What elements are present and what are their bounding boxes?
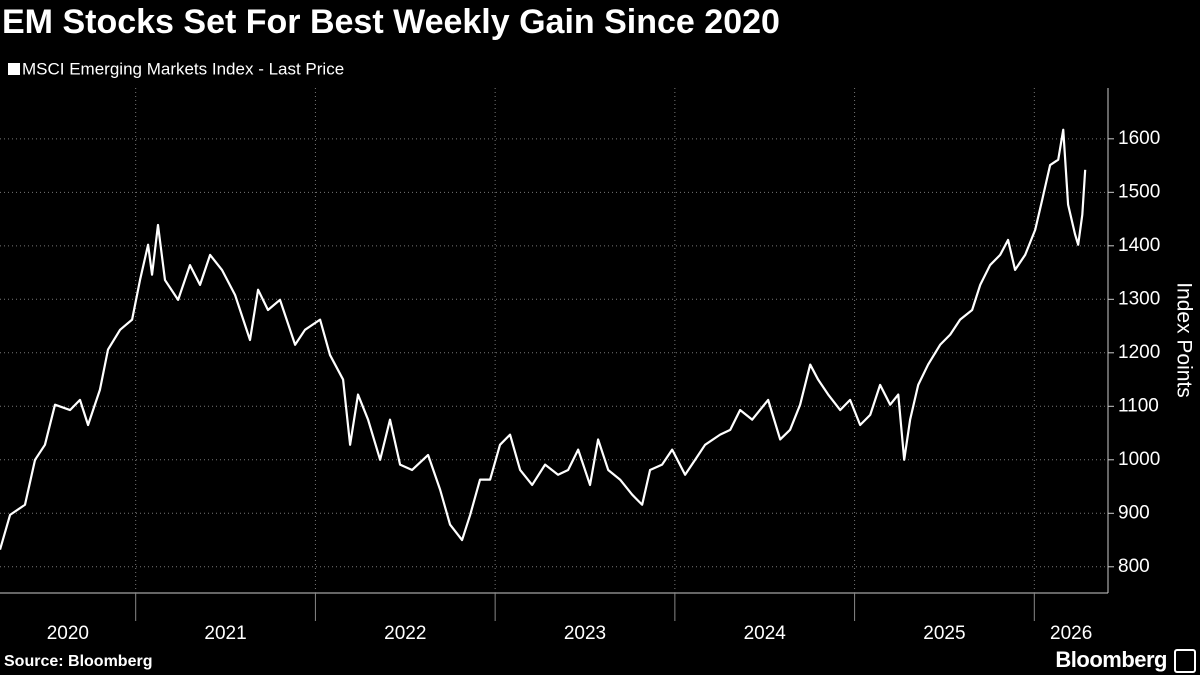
y-tick-label: 900 xyxy=(1118,502,1150,523)
legend-swatch xyxy=(8,63,20,75)
y-tick-label: 800 xyxy=(1118,556,1150,577)
x-tick-label: 2023 xyxy=(564,623,606,644)
y-tick-label: 1500 xyxy=(1118,181,1160,202)
brand-icon xyxy=(1174,649,1196,673)
y-tick-label: 1100 xyxy=(1118,395,1159,416)
y-tick-label: 1300 xyxy=(1118,288,1160,309)
x-tick-label: 2024 xyxy=(744,623,787,644)
x-tick-label: 2021 xyxy=(204,623,246,644)
chart-title: EM Stocks Set For Best Weekly Gain Since… xyxy=(2,3,780,41)
x-tick-label: 2022 xyxy=(384,623,426,644)
y-axis-label: Index Points xyxy=(1172,282,1195,398)
brand-logo: Bloomberg xyxy=(1055,647,1167,672)
x-tick-label: 2020 xyxy=(47,623,89,644)
y-tick-label: 1600 xyxy=(1118,128,1160,149)
source-note: Source: Bloomberg xyxy=(4,653,152,670)
data-line xyxy=(0,128,1087,550)
y-tick-label: 1200 xyxy=(1118,342,1160,363)
x-tick-label: 2026 xyxy=(1050,623,1092,644)
y-tick-label: 1400 xyxy=(1118,235,1160,256)
legend-label: MSCI Emerging Markets Index - Last Price xyxy=(22,59,344,78)
y-tick-label: 1000 xyxy=(1118,449,1160,470)
x-tick-label: 2025 xyxy=(923,623,965,644)
